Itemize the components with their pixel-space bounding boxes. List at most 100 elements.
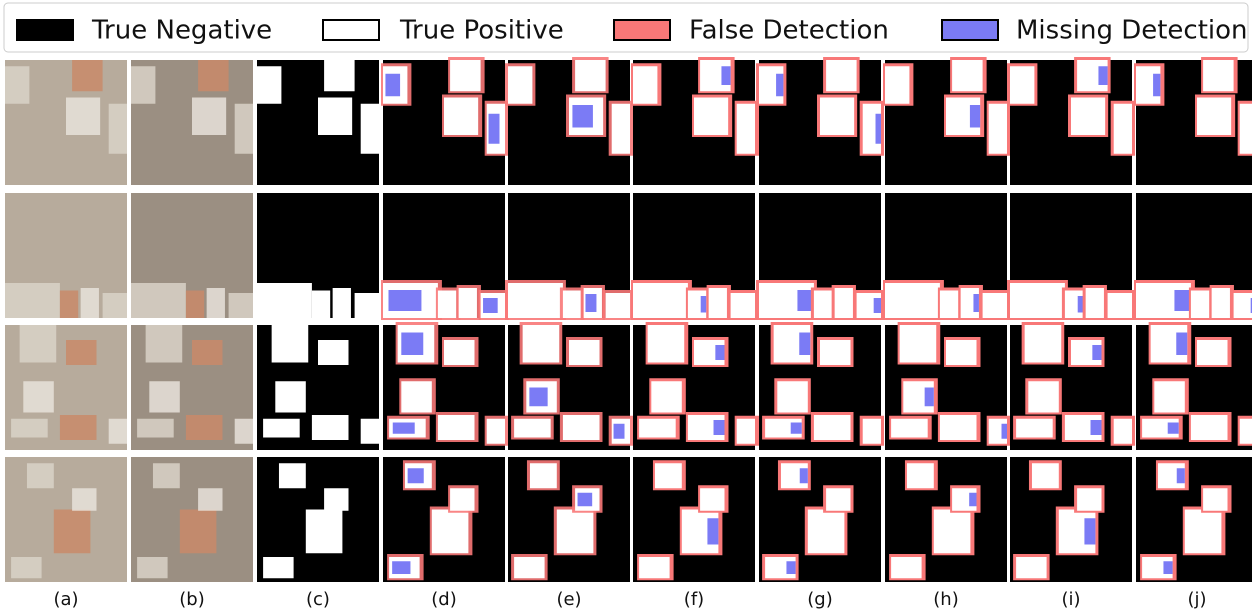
panel-labels: (a)(b)(c)(d)(e)(f)(g)(h)(i)(j)	[53, 589, 1206, 610]
building	[1234, 293, 1252, 318]
missing-detection	[1002, 424, 1007, 439]
building	[563, 291, 581, 319]
panel-tile	[1007, 193, 1135, 320]
building	[1016, 557, 1047, 578]
missing-detection	[1177, 468, 1185, 483]
panel-tile	[505, 193, 633, 320]
missing-detection	[1168, 423, 1179, 434]
panel-label: (d)	[431, 589, 456, 610]
building	[1191, 291, 1209, 319]
building	[1203, 60, 1234, 91]
building	[737, 104, 755, 154]
roof	[235, 419, 253, 444]
building	[1010, 66, 1034, 104]
panel-tile	[883, 57, 1011, 185]
roof	[11, 419, 48, 438]
building	[1032, 463, 1059, 488]
missing-detection	[572, 105, 592, 128]
building	[257, 283, 312, 318]
building	[983, 293, 1007, 318]
roof	[146, 325, 183, 363]
panel-tile	[1134, 193, 1252, 320]
building	[569, 340, 600, 365]
building	[952, 60, 983, 91]
building	[312, 291, 330, 319]
building	[318, 98, 352, 136]
building	[361, 104, 379, 154]
building	[1114, 419, 1132, 444]
building	[318, 340, 349, 365]
missing-detection	[715, 345, 724, 360]
panel-grid	[5, 57, 1252, 582]
missing-detection	[701, 296, 706, 313]
building	[333, 288, 351, 318]
building	[312, 415, 349, 440]
building	[450, 60, 481, 91]
panel-tile	[257, 60, 379, 185]
panel-tile	[756, 57, 884, 185]
building	[694, 98, 728, 136]
building	[1025, 325, 1062, 363]
building	[655, 463, 682, 488]
panel-tile	[759, 322, 884, 450]
building	[563, 415, 600, 440]
missing-detection	[1153, 74, 1160, 97]
roof	[131, 66, 155, 104]
building	[444, 98, 478, 136]
panel-tile	[633, 457, 755, 582]
building	[885, 66, 909, 104]
building	[1197, 340, 1228, 365]
building	[1077, 488, 1101, 511]
building	[523, 325, 560, 363]
missing-detection	[393, 423, 415, 434]
building	[1086, 288, 1104, 318]
building	[633, 283, 688, 318]
roof	[229, 293, 253, 318]
building	[438, 415, 475, 440]
building	[438, 291, 456, 319]
panel-tile	[257, 457, 379, 582]
missing-detection	[1078, 296, 1083, 313]
roof	[192, 340, 223, 365]
building	[1203, 488, 1227, 511]
building	[530, 463, 557, 488]
panel-tile	[5, 325, 127, 450]
roof	[180, 510, 217, 554]
building	[826, 488, 850, 511]
building	[606, 293, 630, 318]
panel-tile	[1010, 457, 1132, 582]
building	[444, 340, 475, 365]
missing-detection	[392, 561, 410, 574]
building	[459, 288, 477, 318]
missing-detection	[707, 518, 718, 544]
building	[700, 488, 724, 511]
building	[575, 60, 606, 91]
panel-label: (a)	[53, 589, 78, 610]
building	[272, 325, 309, 363]
panel-tile	[5, 60, 127, 185]
building	[651, 381, 682, 412]
missing-detection	[973, 294, 978, 312]
roof	[137, 557, 168, 578]
building	[1197, 98, 1231, 136]
building	[355, 293, 379, 318]
missing-detection	[876, 114, 881, 144]
building	[891, 557, 922, 578]
missing-detection	[489, 114, 500, 144]
missing-detection	[1084, 518, 1095, 544]
roof	[60, 415, 97, 440]
panel-tile	[883, 193, 1011, 320]
roof	[72, 60, 103, 91]
panel-tile	[381, 193, 509, 320]
panel-tile	[1010, 322, 1135, 450]
building	[257, 66, 281, 104]
building	[1071, 98, 1105, 136]
roof	[103, 293, 127, 318]
building	[777, 381, 808, 412]
missing-detection	[786, 561, 795, 574]
building	[814, 415, 851, 440]
panel-label: (i)	[1061, 589, 1080, 610]
panel-label: (j)	[1187, 589, 1206, 610]
legend-swatch	[17, 20, 73, 40]
